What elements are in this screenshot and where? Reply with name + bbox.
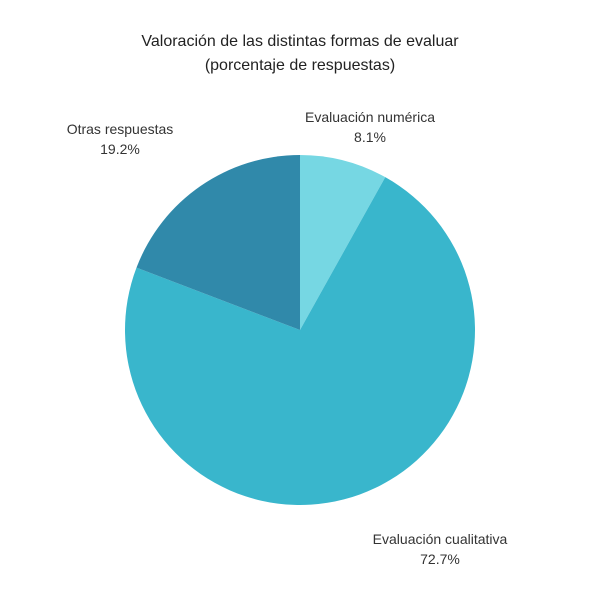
chart-title-line1: Valoración de las distintas formas de ev… xyxy=(141,33,458,50)
slice-label-qualitative-text: Evaluación cualitativa xyxy=(373,531,508,547)
pie-slices-group xyxy=(125,155,475,505)
chart-title: Valoración de las distintas formas de ev… xyxy=(0,30,600,78)
pie-chart-svg xyxy=(120,150,480,510)
chart-title-line2: (porcentaje de respuestas) xyxy=(205,57,395,74)
slice-label-numeric-pct: 8.1% xyxy=(354,129,386,145)
slice-label-numeric: Evaluación numérica 8.1% xyxy=(305,108,435,147)
slice-label-qualitative-pct: 72.7% xyxy=(420,551,460,567)
pie-chart-container: Valoración de las distintas formas de ev… xyxy=(0,0,600,600)
slice-label-qualitative: Evaluación cualitativa 72.7% xyxy=(373,530,508,569)
slice-label-numeric-text: Evaluación numérica xyxy=(305,109,435,125)
slice-label-others-text: Otras respuestas xyxy=(67,121,174,137)
slice-label-others: Otras respuestas 19.2% xyxy=(67,120,174,159)
slice-label-others-pct: 19.2% xyxy=(100,141,140,157)
